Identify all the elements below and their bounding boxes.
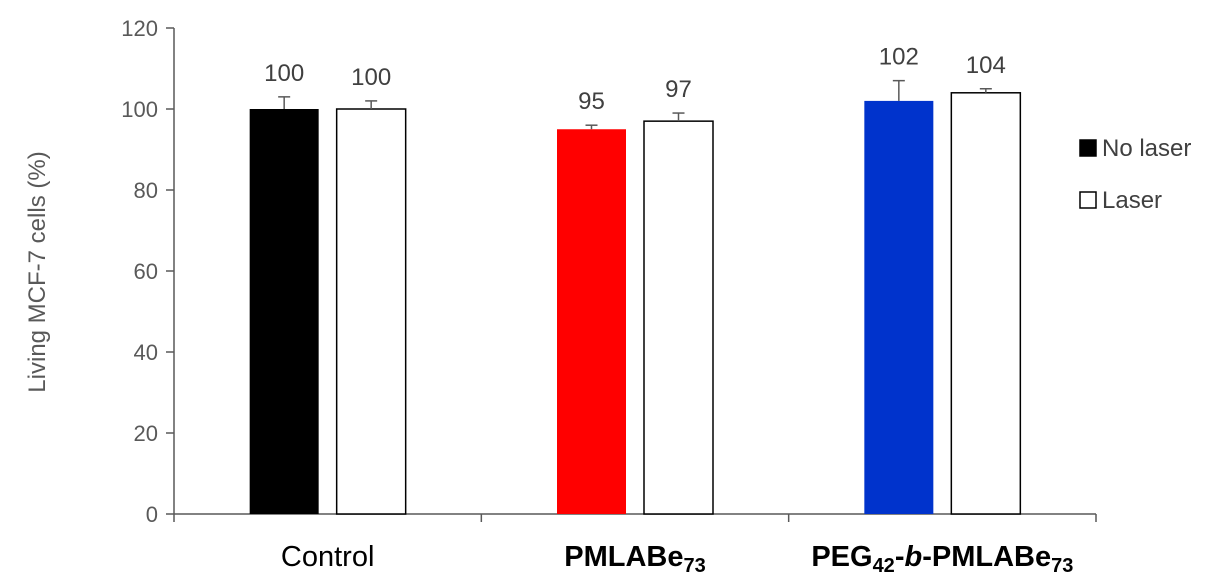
legend-swatch	[1079, 191, 1097, 209]
legend-label: Laser	[1102, 187, 1162, 214]
data-label: 95	[578, 88, 605, 115]
category-label: Control	[281, 541, 375, 573]
y-tick-label: 120	[121, 16, 158, 41]
legend-label: No laser	[1102, 135, 1191, 162]
data-label: 100	[264, 60, 304, 87]
y-tick-label: 40	[134, 340, 158, 365]
data-label: 102	[879, 44, 919, 71]
y-tick-label: 0	[146, 502, 158, 527]
axes: 0 20 40 60 80 100 120	[121, 16, 1097, 527]
bar	[864, 100, 934, 515]
bar	[249, 109, 319, 514]
bar	[557, 129, 626, 514]
data-label: 100	[351, 64, 391, 91]
y-tick-label: 100	[121, 97, 158, 122]
y-axis-title: Living MCF-7 cells (%)	[24, 151, 51, 392]
legend: No laser Laser	[1079, 135, 1191, 214]
data-label: 97	[665, 76, 692, 103]
y-tick-label: 80	[134, 178, 158, 203]
labels: 100 100 Control 95 97 PMLABe73 102 104 PEG42-b-P…	[264, 44, 1073, 573]
bar	[950, 92, 1022, 515]
y-tick-label: 60	[134, 259, 158, 284]
bar	[643, 120, 714, 515]
legend-swatch	[1079, 139, 1097, 157]
data-label: 104	[966, 52, 1006, 79]
y-tick-label: 20	[134, 421, 158, 446]
category-label: PEG42-b-PMLABe73	[811, 541, 1073, 573]
bar	[335, 108, 407, 515]
category-label: PMLABe73	[564, 541, 705, 573]
bars	[249, 79, 1022, 515]
